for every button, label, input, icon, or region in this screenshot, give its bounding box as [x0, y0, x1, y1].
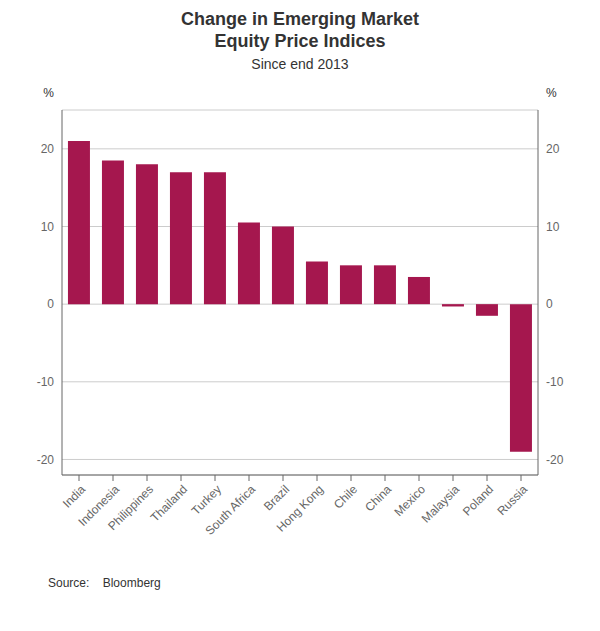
- svg-text:10: 10: [41, 220, 55, 234]
- svg-text:20: 20: [41, 142, 55, 156]
- svg-text:Philippines: Philippines: [105, 482, 156, 533]
- svg-text:China: China: [362, 482, 394, 514]
- svg-text:Mexico: Mexico: [391, 482, 429, 520]
- svg-text:Chile: Chile: [331, 482, 360, 511]
- html-text:Change in Emerging Market: Change in Emerging Market: [181, 9, 419, 29]
- svg-text:Turkey: Turkey: [188, 482, 225, 518]
- svg-text:-10: -10: [546, 375, 564, 389]
- svg-text:-10: -10: [37, 375, 55, 389]
- svg-text:Thailand: Thailand: [148, 482, 190, 524]
- svg-text:Malaysia: Malaysia: [419, 482, 463, 526]
- html-text:Since end 2013: Since end 2013: [251, 56, 349, 72]
- svg-text:-20: -20: [546, 453, 564, 467]
- svg-text:0: 0: [47, 297, 54, 311]
- svg-text:20: 20: [546, 142, 560, 156]
- html-text:Equity Price Indices: Equity Price Indices: [214, 31, 386, 51]
- svg-text:South Africa: South Africa: [203, 482, 259, 538]
- svg-text:0: 0: [546, 297, 553, 311]
- svg-text:Brazil: Brazil: [261, 482, 292, 513]
- svg-text:India: India: [60, 482, 89, 511]
- svg-text:-20: -20: [37, 453, 55, 467]
- svg-text:10: 10: [546, 220, 560, 234]
- svg-text:Poland: Poland: [460, 482, 496, 518]
- html-text:Source: Bloomberg: Source: Bloomberg: [48, 576, 161, 590]
- svg-text:Russia: Russia: [494, 482, 530, 518]
- svg-text:Indonesia: Indonesia: [75, 482, 123, 529]
- svg-text:Hong Kong: Hong Kong: [274, 482, 326, 534]
